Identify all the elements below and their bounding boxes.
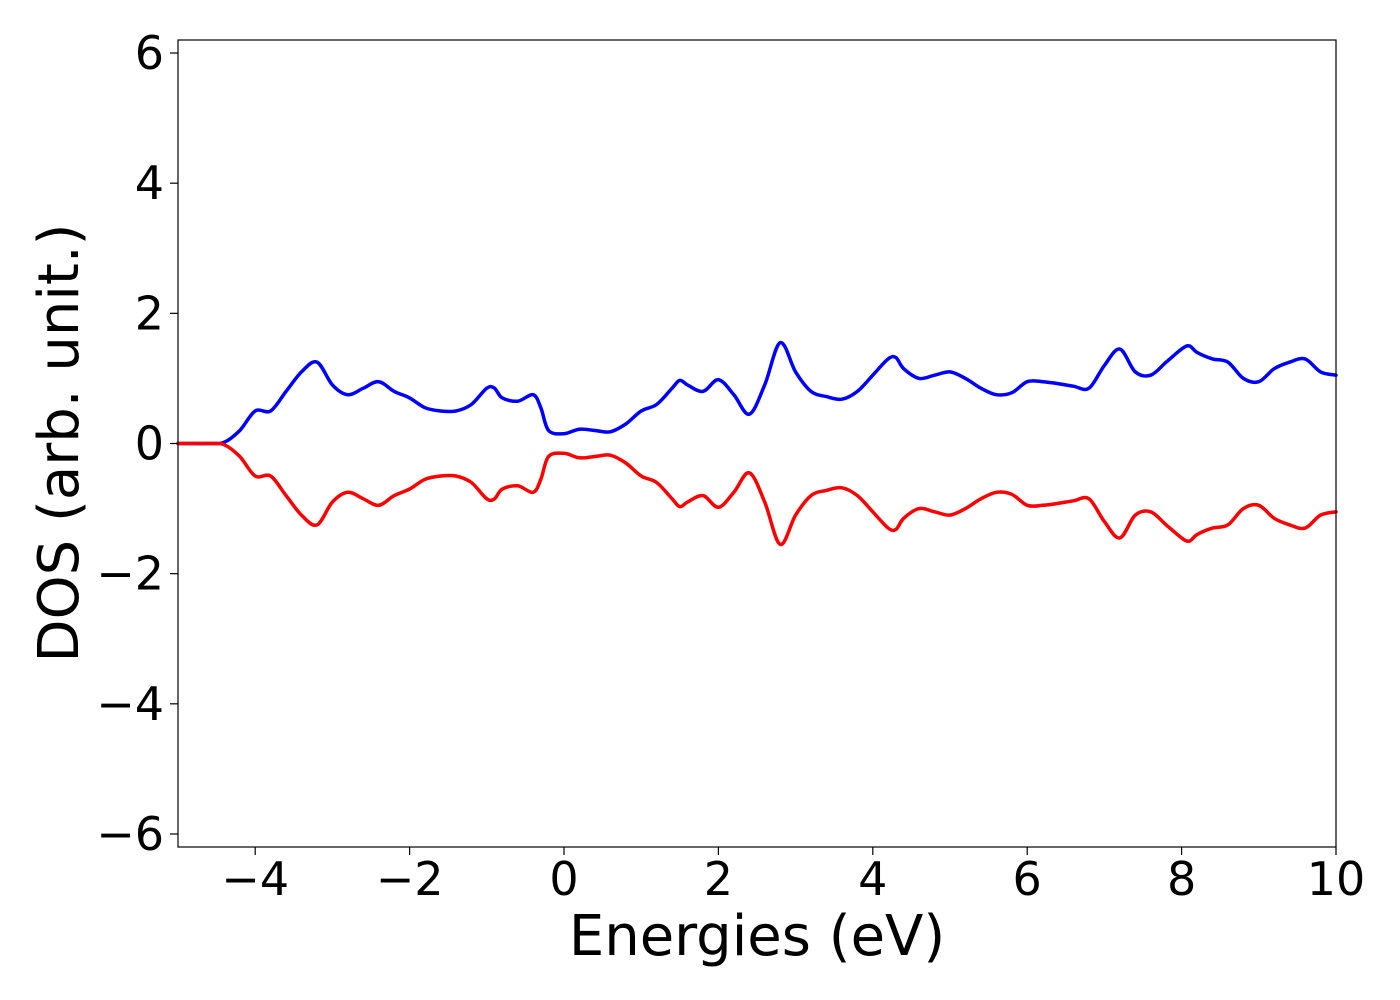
x-tick-label: 4 [858, 852, 887, 906]
x-tick-label: −4 [221, 852, 289, 906]
y-tick-label: 2 [135, 286, 164, 340]
y-tick-label: −2 [96, 547, 164, 601]
x-axis: −4 −2 0 2 4 6 8 10 [221, 847, 1365, 906]
y-tick-label: 0 [135, 417, 164, 471]
series-layer [176, 340, 1338, 547]
y-axis-label: DOS (arb. unit.) [27, 223, 92, 662]
x-tick-label: −2 [376, 852, 444, 906]
x-tick-label: 0 [549, 852, 578, 906]
y-tick-label: −6 [96, 807, 164, 861]
x-tick-label: 2 [704, 852, 733, 906]
plot-frame [177, 39, 1337, 848]
x-tick-label: 10 [1307, 852, 1366, 906]
x-tick-label: 6 [1013, 852, 1042, 906]
series-line-2 [176, 441, 1338, 547]
y-tick-label: −4 [96, 677, 164, 731]
y-tick-label: 4 [135, 156, 164, 210]
series-line-1 [176, 340, 1338, 446]
x-axis-label: Energies (eV) [569, 904, 945, 969]
y-tick-label: 6 [135, 26, 164, 80]
x-tick-label: 8 [1167, 852, 1196, 906]
y-axis: −6 −4 −2 0 2 4 6 [96, 26, 178, 861]
